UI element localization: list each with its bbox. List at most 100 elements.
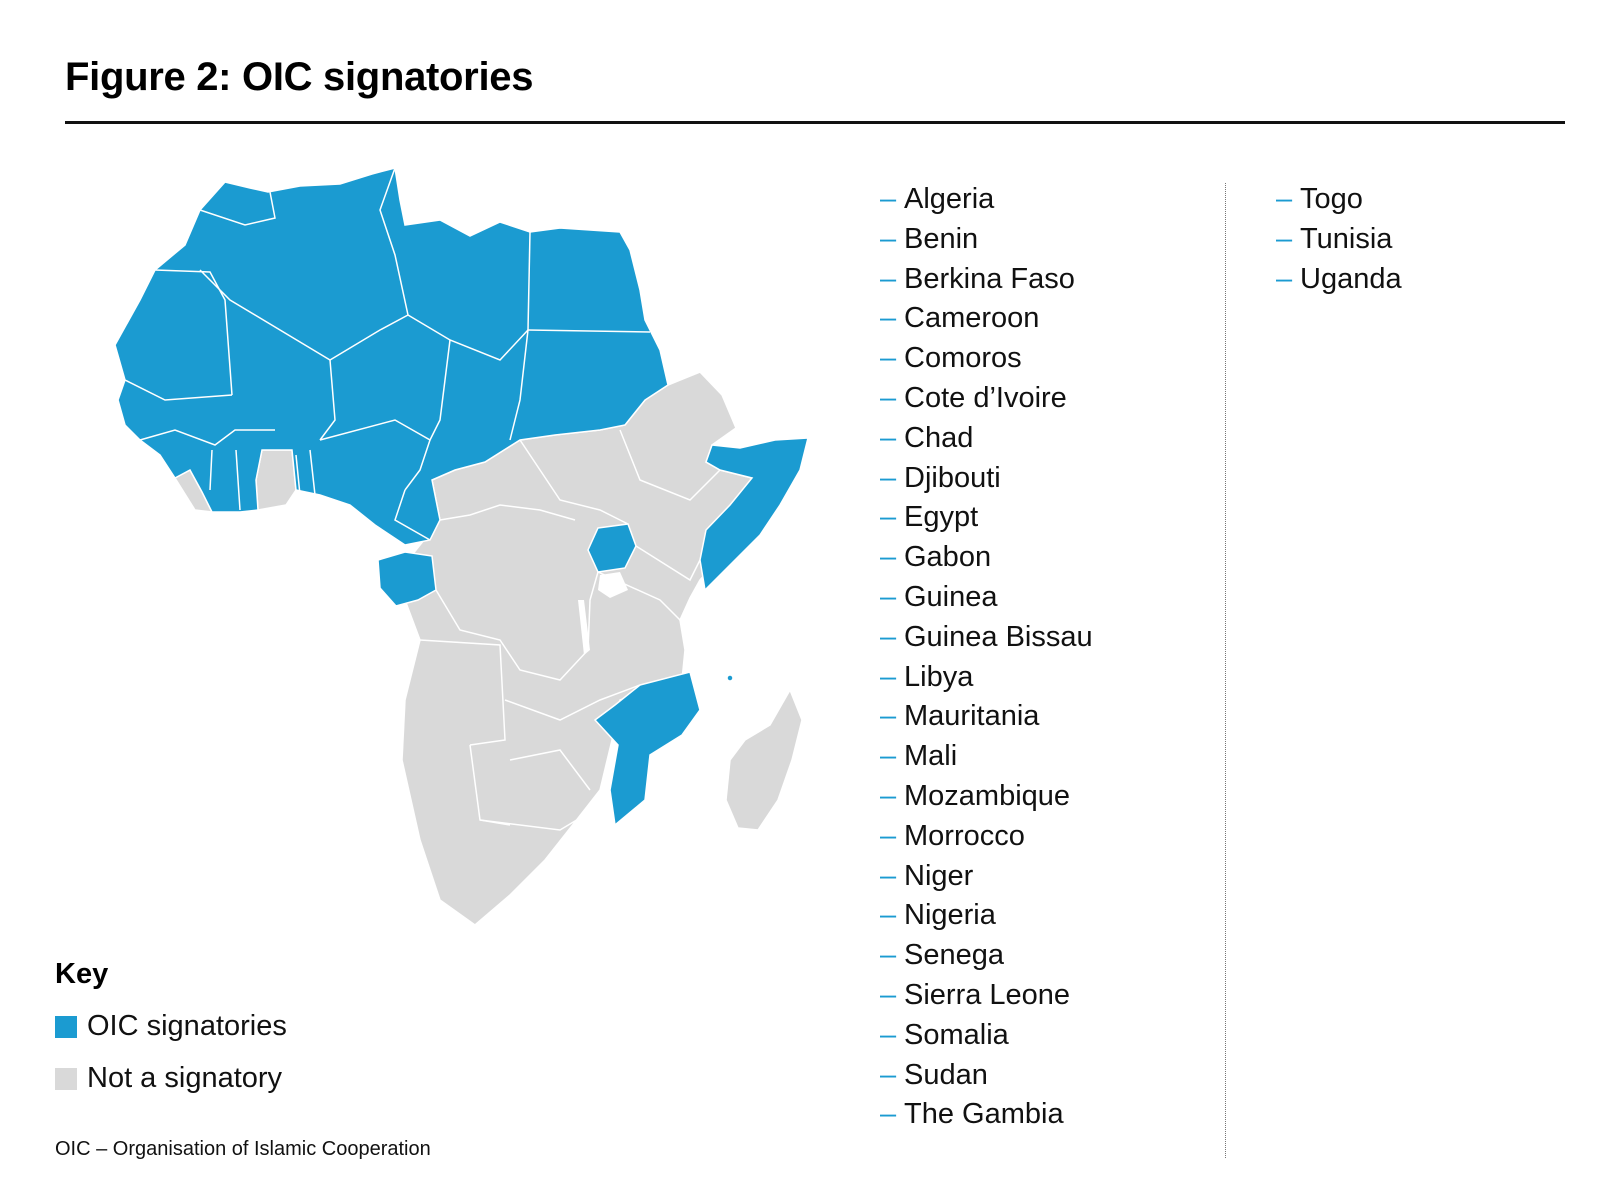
country-list-item: – Uganda — [1276, 260, 1402, 300]
dash-bullet: – — [880, 183, 897, 215]
country-name: Nigeria — [904, 899, 996, 932]
signatory-list-column-1: – Algeria – Benin – Berkina Faso – Cameroon – Com… — [880, 180, 1093, 1135]
key-item-signatory: OIC signatories — [55, 1010, 287, 1043]
country-list-item: – Tunisia — [1276, 220, 1402, 260]
country-name: Niger — [904, 859, 974, 892]
country-name: Cameroon — [904, 302, 1040, 335]
dash-bullet: – — [880, 262, 897, 295]
country-name: Sierra Leone — [904, 978, 1071, 1011]
dash-bullet: – — [1276, 262, 1293, 295]
africa-map — [114, 167, 809, 926]
border-cameroon — [394, 489, 431, 541]
dash-bullet: – — [880, 740, 897, 773]
column-divider — [1225, 183, 1226, 1158]
country-name: Mauritania — [904, 700, 1040, 733]
border-nigeria — [319, 419, 431, 491]
country-name: Algeria — [904, 183, 995, 215]
dash-bullet: – — [880, 461, 897, 494]
dash-bullet: – — [880, 381, 897, 414]
country-list-item: – Egypt — [880, 498, 1093, 538]
dash-bullet: – — [880, 302, 897, 335]
dash-bullet: – — [1276, 183, 1293, 215]
region-somalia — [699, 437, 809, 592]
country-list-item: – Berkina Faso — [880, 260, 1093, 300]
country-list-item: – Somalia — [880, 1016, 1093, 1056]
region-madagascar — [725, 688, 803, 831]
border-mauritania-south — [124, 379, 233, 401]
country-name: Uganda — [1300, 262, 1402, 295]
dash-bullet: – — [880, 700, 897, 733]
country-name: Guinea — [904, 580, 998, 613]
country-list-item: – Mali — [880, 737, 1093, 777]
dash-bullet: – — [880, 580, 897, 613]
country-name: Berkina Faso — [904, 262, 1075, 295]
country-list-item: – Chad — [880, 419, 1093, 459]
country-name: The Gambia — [904, 1098, 1064, 1131]
country-list-item: – Guinea — [880, 578, 1093, 618]
country-list-item: – Niger — [880, 857, 1093, 897]
dash-bullet: – — [880, 939, 897, 972]
border-drc — [435, 571, 599, 681]
border-niger-chad — [429, 339, 451, 441]
dash-bullet: – — [880, 541, 897, 574]
footnote: OIC – Organisation of Islamic Cooperatio… — [55, 1138, 431, 1160]
country-list-item: – The Gambia — [880, 1095, 1093, 1135]
dash-bullet: – — [880, 421, 897, 454]
border-morocco — [199, 191, 276, 226]
dash-bullet: – — [880, 1058, 897, 1091]
country-list-item: – Cote d’Ivoire — [880, 379, 1093, 419]
country-name: Egypt — [904, 501, 979, 534]
country-list-item: – Guinea Bissau — [880, 618, 1093, 658]
country-list-item: – Djibouti — [880, 459, 1093, 499]
dash-bullet: – — [880, 501, 897, 534]
country-name: Comoros — [904, 342, 1022, 375]
key-title: Key — [55, 958, 109, 990]
country-name: Morrocco — [904, 819, 1025, 852]
border-west-1 — [139, 429, 275, 446]
lakes — [578, 572, 628, 655]
country-list-item: – Morrocco — [880, 817, 1093, 857]
border-libya-south — [407, 314, 529, 361]
border-chad-sudan — [509, 329, 529, 441]
dash-bullet: – — [880, 978, 897, 1011]
lake-victoria — [598, 572, 628, 598]
country-name: Mali — [904, 740, 958, 773]
dash-bullet: – — [880, 859, 897, 892]
country-list-item: – Benin — [880, 220, 1093, 260]
country-list-item: – Mozambique — [880, 777, 1093, 817]
border-central-2 — [519, 439, 629, 525]
country-name: Guinea Bissau — [904, 620, 1093, 653]
dash-bullet: – — [880, 779, 897, 812]
border-central-1 — [439, 504, 576, 521]
country-name: Gabon — [904, 541, 992, 574]
border-libya-east — [527, 231, 531, 331]
country-name: Benin — [904, 222, 979, 255]
dash-bullet: – — [880, 819, 897, 852]
country-list-item: – Libya — [880, 658, 1093, 698]
region-gabon — [377, 551, 437, 607]
title-divider — [65, 121, 1565, 124]
border-angola — [419, 639, 506, 746]
border-algeria-east — [379, 167, 409, 316]
country-list-item: – Nigeria — [880, 896, 1093, 936]
dash-bullet: – — [880, 342, 897, 375]
border-benin-togo — [295, 449, 316, 496]
country-list-item: – Sierra Leone — [880, 976, 1093, 1016]
border-kenya — [635, 545, 701, 582]
country-list-item: – Algeria — [880, 180, 1093, 220]
border-lesotho — [554, 848, 582, 876]
signatory-swatch — [55, 1015, 77, 1038]
border-mauritania-mali — [154, 269, 233, 396]
signatory-list-column-2: – Togo – Tunisia – Uganda — [1276, 180, 1402, 299]
country-list-item: – Senega — [880, 936, 1093, 976]
country-name: Somalia — [904, 1018, 1009, 1051]
lake-tanganyika — [578, 600, 590, 655]
border-botswana — [509, 749, 591, 791]
border-cote-divoire — [209, 449, 241, 511]
key-item-not-signatory: Not a signatory — [55, 1062, 282, 1095]
key-label-not-signatory: Not a signatory — [87, 1062, 283, 1094]
dash-bullet: – — [880, 899, 897, 932]
country-name: Libya — [904, 660, 974, 693]
border-ethiopia — [619, 429, 721, 501]
